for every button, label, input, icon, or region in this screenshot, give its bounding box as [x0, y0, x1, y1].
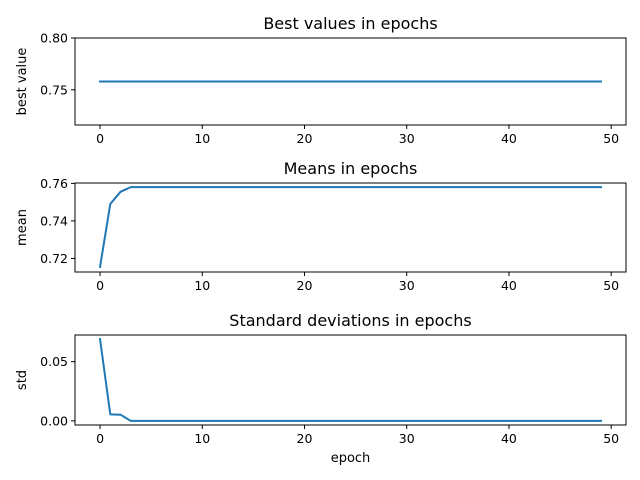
x-tick-label: 40: [501, 131, 517, 146]
x-tick-label: 30: [399, 278, 415, 293]
x-tick-label: 50: [603, 131, 619, 146]
x-tick-label: 50: [603, 431, 619, 446]
axes-frame: [74, 334, 627, 426]
x-tick-label: 20: [297, 131, 313, 146]
chart-title: Means in epochs: [284, 159, 418, 178]
series-line: [98, 186, 602, 269]
y-tick-label: 0.75: [40, 82, 68, 97]
y-axis-label: best value: [15, 48, 30, 116]
axes-frame: [74, 182, 627, 273]
chart-title: Standard deviations in epochs: [229, 311, 471, 330]
chart-title: Best values in epochs: [263, 14, 437, 33]
x-tick-label: 20: [297, 431, 313, 446]
series-line: [98, 338, 602, 422]
x-tick-label: 10: [194, 131, 210, 146]
x-tick-label: 40: [501, 431, 517, 446]
subplot-standard-deviations: Standard deviations in epochs std epoch …: [15, 311, 627, 466]
subplot-best-values: Best values in epochs best value 0 10 20 30…: [15, 14, 627, 146]
y-tick-label: 0.05: [40, 354, 68, 369]
x-tick-label: 50: [603, 278, 619, 293]
x-axis-label: epoch: [331, 451, 371, 466]
x-tick-label: 0: [96, 131, 104, 146]
y-tick-label: 0.00: [40, 413, 68, 428]
axes-frame: [74, 37, 627, 126]
x-tick-label: 30: [399, 431, 415, 446]
y-tick-label: 0.72: [40, 251, 68, 266]
y-tick-label: 0.80: [40, 31, 68, 46]
x-tick-label: 40: [501, 278, 517, 293]
y-axis-label: std: [15, 370, 30, 390]
x-tick-label: 10: [194, 431, 210, 446]
x-tick-label: 0: [96, 278, 104, 293]
subplot-means: Means in epochs mean 0 10 20 30 40 50 0.72 0.74…: [15, 159, 627, 293]
y-axis-label: mean: [15, 209, 30, 246]
x-tick-label: 30: [399, 131, 415, 146]
x-tick-label: 20: [297, 278, 313, 293]
y-tick-label: 0.74: [40, 213, 68, 228]
x-tick-label: 0: [96, 431, 104, 446]
x-tick-label: 10: [194, 278, 210, 293]
y-tick-label: 0.76: [40, 176, 68, 191]
